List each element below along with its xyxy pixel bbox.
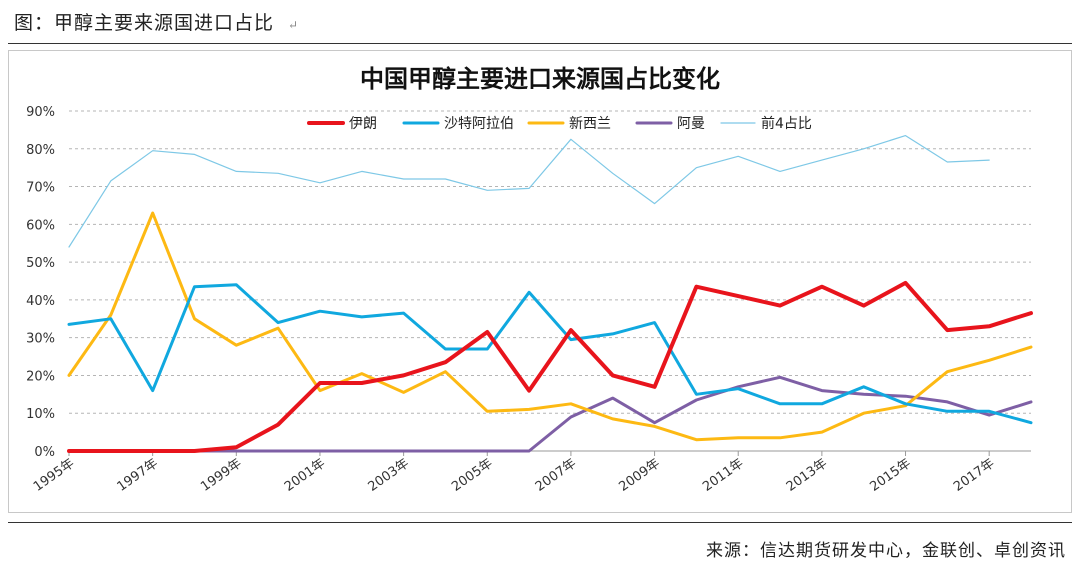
x-tick-label: 2009年 <box>616 456 662 495</box>
x-tick-label: 2007年 <box>533 456 579 495</box>
legend-label: 伊朗 <box>349 116 377 132</box>
x-tick-label: 2015年 <box>867 456 913 495</box>
legend-label: 前4占比 <box>761 115 812 132</box>
x-tick-label: 2001年 <box>282 456 328 495</box>
y-tick-label: 80% <box>26 143 55 158</box>
figure-caption-text: 图：甲醇主要来源国进口占比 <box>14 12 275 34</box>
chart: 中国甲醇主要进口来源国占比变化 0% 10% 20% 30% 40% 50% 60% 70% 8… <box>26 65 1033 495</box>
bottom-rule <box>8 522 1072 523</box>
y-tick-label: 50% <box>26 256 55 271</box>
legend-label: 阿曼 <box>677 116 705 132</box>
y-tick-label: 30% <box>26 332 55 347</box>
chart-frame: 中国甲醇主要进口来源国占比变化 0% 10% 20% 30% 40% 50% 60% 70% 8… <box>8 50 1072 513</box>
y-tick-label: 10% <box>26 407 55 422</box>
paragraph-mark-icon: ↵ <box>288 18 300 32</box>
series-line-伊朗 <box>67 280 1033 453</box>
y-tick-label: 40% <box>26 294 55 309</box>
x-tick-label: 2017年 <box>951 456 997 495</box>
chart-title: 中国甲醇主要进口来源国占比变化 <box>360 65 720 93</box>
x-tick-label: 2005年 <box>449 456 495 495</box>
legend: 伊朗 沙特阿拉伯 新西兰 阿曼 前4占比 <box>307 115 812 132</box>
figure-caption: 图：甲醇主要来源国进口占比 ↵ <box>14 8 299 35</box>
legend-label: 沙特阿拉伯 <box>444 116 514 132</box>
x-tick-label: 2003年 <box>366 456 412 495</box>
x-tick-label: 1999年 <box>198 456 244 495</box>
y-tick-label: 0% <box>34 445 55 460</box>
x-tick-label: 1997年 <box>115 456 161 495</box>
legend-label: 新西兰 <box>569 116 611 132</box>
series-line-新西兰 <box>67 211 1033 442</box>
y-tick-label: 60% <box>26 218 55 233</box>
source-note: 来源：信达期货研发中心，金联创、卓创资讯 <box>706 541 1066 561</box>
x-tick-label: 1995年 <box>31 456 77 495</box>
series-group <box>67 135 1033 453</box>
series-line-阿曼 <box>67 375 1033 453</box>
y-tick-label: 20% <box>26 369 55 384</box>
y-tick-label: 90% <box>26 105 55 120</box>
series-line-前4占比 <box>68 135 990 248</box>
y-axis: 0% 10% 20% 30% 40% 50% 60% 70% 80% 90% <box>26 105 55 460</box>
y-tick-label: 70% <box>26 181 55 196</box>
top-rule <box>8 43 1072 44</box>
x-tick-label: 2013年 <box>784 456 830 495</box>
x-axis: 1995年 1997年 1999年 2001年 2003年 2005年 2007年 2009年… <box>31 451 997 495</box>
grid-lines <box>69 110 1031 452</box>
series-line-沙特阿拉伯 <box>67 283 1033 425</box>
x-tick-label: 2011年 <box>700 456 746 495</box>
